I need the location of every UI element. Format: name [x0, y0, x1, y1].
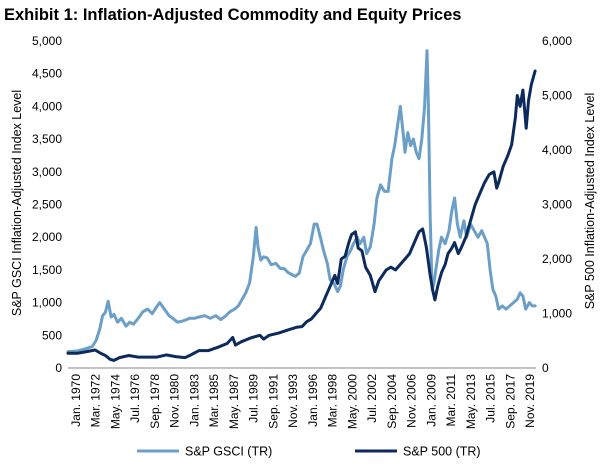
y-axis-right-title: S&P 500 Inflation-Adjusted Index Level [583, 93, 597, 310]
y-right-tick-label: 4,000 [542, 143, 572, 157]
x-tick-label: May. 1987 [227, 374, 241, 429]
x-tick-label: Jul. 2002 [365, 374, 379, 423]
x-tick-label: Jan. 2009 [424, 374, 438, 427]
x-tick-label: Jul. 2015 [484, 374, 498, 423]
x-tick-label: May. 1974 [108, 374, 122, 429]
x-tick-label: Jan. 1983 [187, 374, 201, 427]
x-tick-label: Jan. 1996 [306, 374, 320, 427]
y-left-tick-label: 1,500 [32, 263, 62, 277]
x-tick-label: Nov. 1993 [286, 374, 300, 428]
x-tick-label: Jul. 1989 [247, 374, 261, 423]
y-left-tick-label: 3,500 [32, 132, 62, 146]
x-tick-label: Mar. 1998 [326, 374, 340, 428]
x-tick-label: Nov. 2006 [405, 374, 419, 428]
y-right-tick-label: 0 [542, 361, 549, 375]
y-right-tick-label: 1,000 [542, 307, 572, 321]
y-right-tick-label: 2,000 [542, 252, 572, 266]
legend: S&P GSCI (TR) S&P 500 (TR) [137, 445, 481, 459]
y-left-tick-label: 4,000 [32, 99, 62, 113]
y-right-tick-label: 5,000 [542, 89, 572, 103]
plot-area [66, 49, 537, 362]
y-left-tick-label: 1,000 [32, 296, 62, 310]
y-right-tick-label: 6,000 [542, 34, 572, 48]
x-tick-label: Nov. 1980 [168, 374, 182, 428]
x-tick-label: Jul. 1976 [128, 374, 142, 423]
axes: 0 500 1,000 1,500 2,000 2,500 3,000 3,500 4,000 4… [32, 34, 572, 429]
legend-label-sp-gsci: S&P GSCI (TR) [185, 445, 272, 459]
chart-title: Exhibit 1: Inflation-Adjusted Commodity … [4, 6, 462, 24]
y-left-tick-label: 3,000 [32, 165, 62, 179]
y-axis-left-title: S&P GSCI Inflation-Adjusted Index Level [10, 90, 24, 316]
legend-label-sp-500: S&P 500 (TR) [403, 445, 481, 459]
x-tick-label: Sep. 2017 [503, 374, 517, 429]
x-tick-label: Sep. 1991 [266, 374, 280, 429]
x-tick-label: May. 2000 [345, 374, 359, 429]
x-tick-label: Mar. 1985 [207, 374, 221, 428]
x-tick-label: Sep. 1978 [148, 374, 162, 429]
y-left-tick-label: 2,500 [32, 198, 62, 212]
x-tick-label: May. 2013 [464, 374, 478, 429]
y-left-tick-label: 500 [42, 328, 62, 342]
x-tick-label: Nov. 2019 [523, 374, 537, 428]
series-line-sp-gsci [66, 49, 537, 354]
y-left-tick-label: 5,000 [32, 34, 62, 48]
x-tick-label: Jan. 1970 [69, 374, 83, 427]
y-left-tick-label: 0 [55, 361, 62, 375]
x-tick-label: Mar. 2011 [444, 374, 458, 427]
y-left-tick-label: 2,000 [32, 230, 62, 244]
x-tick-label: Sep. 2004 [385, 374, 399, 429]
y-left-tick-label: 4,500 [32, 67, 62, 81]
series-line-sp-500 [66, 69, 537, 362]
x-tick-label: Mar. 1972 [89, 374, 103, 428]
y-right-tick-label: 3,000 [542, 198, 572, 212]
